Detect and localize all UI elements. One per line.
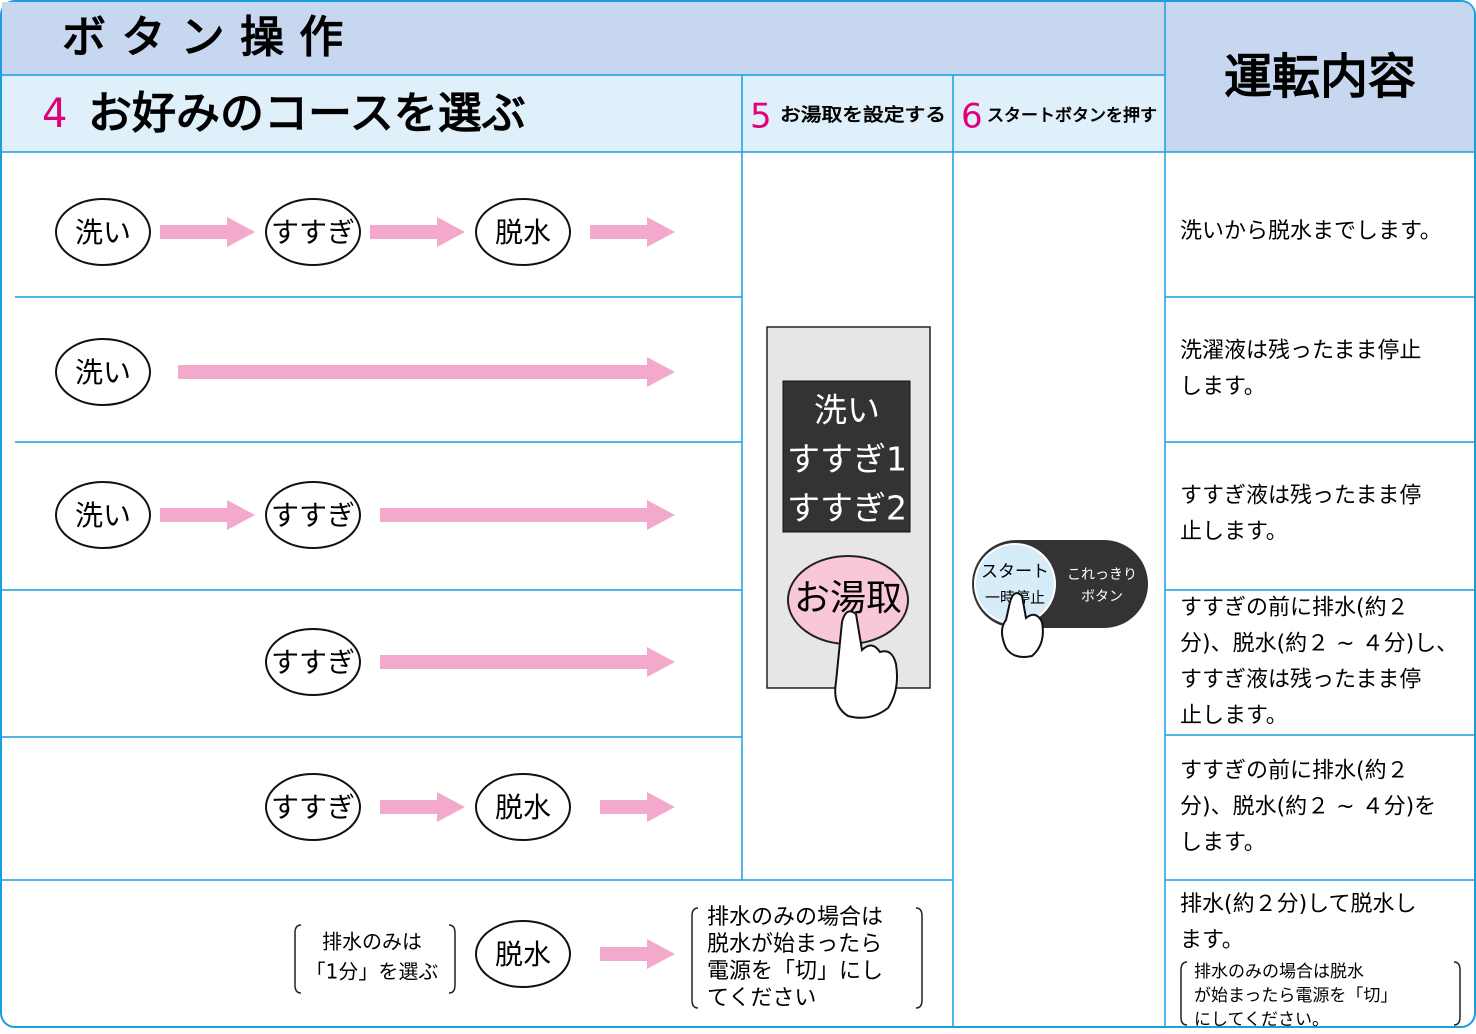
button-side-label: ボタン <box>1081 589 1123 605</box>
description: します。 <box>1180 831 1266 856</box>
step-label: 洗い <box>75 356 131 389</box>
step-label: 脱水 <box>495 938 551 971</box>
arrow <box>370 217 465 247</box>
step-number: 4 <box>42 91 67 137</box>
header-band <box>1165 2 1474 152</box>
step-oval <box>265 481 361 549</box>
hand <box>1001 592 1044 658</box>
step-label: 洗い <box>75 499 131 532</box>
description: 洗濯液は残ったまま停止 <box>1180 339 1421 364</box>
step-oval <box>55 338 151 406</box>
note: 脱水が始まったら <box>707 932 882 957</box>
header-band <box>2 75 1165 152</box>
description: します。 <box>1180 375 1266 400</box>
step-label: すすぎ <box>271 646 355 679</box>
start-button <box>972 540 1148 628</box>
description: すすぎの前に排水(約２ <box>1180 596 1409 621</box>
step-oval <box>475 920 571 988</box>
header-band <box>2 2 1165 75</box>
arrow <box>380 647 675 677</box>
bracket <box>294 924 302 994</box>
description: すすぎの前に排水(約２ <box>1180 759 1409 784</box>
note: 排水のみは <box>322 930 422 954</box>
display-text: すすぎ1 <box>787 440 907 479</box>
step-label: すすぎ <box>271 499 355 532</box>
note: 「1分」を選ぶ <box>306 960 439 984</box>
button-side-label: これっきり <box>1067 567 1137 583</box>
bracket <box>1180 961 1188 1026</box>
step-oval <box>55 198 151 266</box>
bracket <box>691 907 699 1009</box>
arrow <box>590 217 675 247</box>
step-label: 洗い <box>75 216 131 249</box>
step-label: すすぎ <box>271 216 355 249</box>
display-text: 洗い <box>814 391 880 430</box>
description: 止します。 <box>1180 704 1288 729</box>
description: 排水(約２分)して脱水し <box>1180 892 1417 917</box>
step-label: スタートボタンを押す <box>987 105 1157 126</box>
step-label: 脱水 <box>495 216 551 249</box>
description: 分)、脱水(約２ ~ ４分)を <box>1180 795 1436 820</box>
display-text: すすぎ2 <box>787 489 907 528</box>
step-label: すすぎ <box>271 791 355 824</box>
step-oval <box>265 773 361 841</box>
hand <box>834 610 898 719</box>
step-number: 5 <box>750 97 772 137</box>
note: 電源を「切」にし <box>707 959 883 984</box>
step-label: 脱水 <box>495 791 551 824</box>
note: が始まったら電源を「切」 <box>1194 986 1397 1006</box>
note: にしてください。 <box>1194 1010 1329 1030</box>
description: 止します。 <box>1180 520 1288 545</box>
button-label: スタート <box>981 562 1049 582</box>
step-oval <box>475 773 571 841</box>
note: てください <box>707 986 816 1011</box>
arrow <box>380 500 675 530</box>
note: 排水のみの場合は脱水 <box>1194 962 1364 982</box>
description: すすぎ液は残ったまま停 <box>1180 668 1421 693</box>
step-oval <box>265 628 361 696</box>
arrow <box>600 939 675 969</box>
description: すすぎ液は残ったまま停 <box>1180 484 1421 509</box>
description: 分)、脱水(約２ ~ ４分)し、 <box>1180 632 1458 657</box>
result-title: 運転内容 <box>1224 49 1416 105</box>
step-oval <box>475 198 571 266</box>
bracket <box>448 924 456 994</box>
step-label: お湯取を設定する <box>780 104 946 126</box>
step-oval <box>265 198 361 266</box>
description: 洗いから脱水までします。 <box>1180 219 1442 244</box>
arrow <box>600 792 675 822</box>
arrow <box>380 792 465 822</box>
page-title: ボ タ ン 操 作 <box>62 12 343 63</box>
bracket <box>915 907 923 1009</box>
step-label: お好みのコースを選ぶ <box>88 88 526 139</box>
arrow <box>160 217 255 247</box>
description: ます。 <box>1180 928 1244 953</box>
arrow <box>178 357 675 387</box>
note: 排水のみの場合は <box>707 905 883 930</box>
step-number: 6 <box>961 97 983 137</box>
bracket <box>1453 961 1461 1026</box>
arrow <box>160 500 255 530</box>
step-oval <box>55 481 151 549</box>
